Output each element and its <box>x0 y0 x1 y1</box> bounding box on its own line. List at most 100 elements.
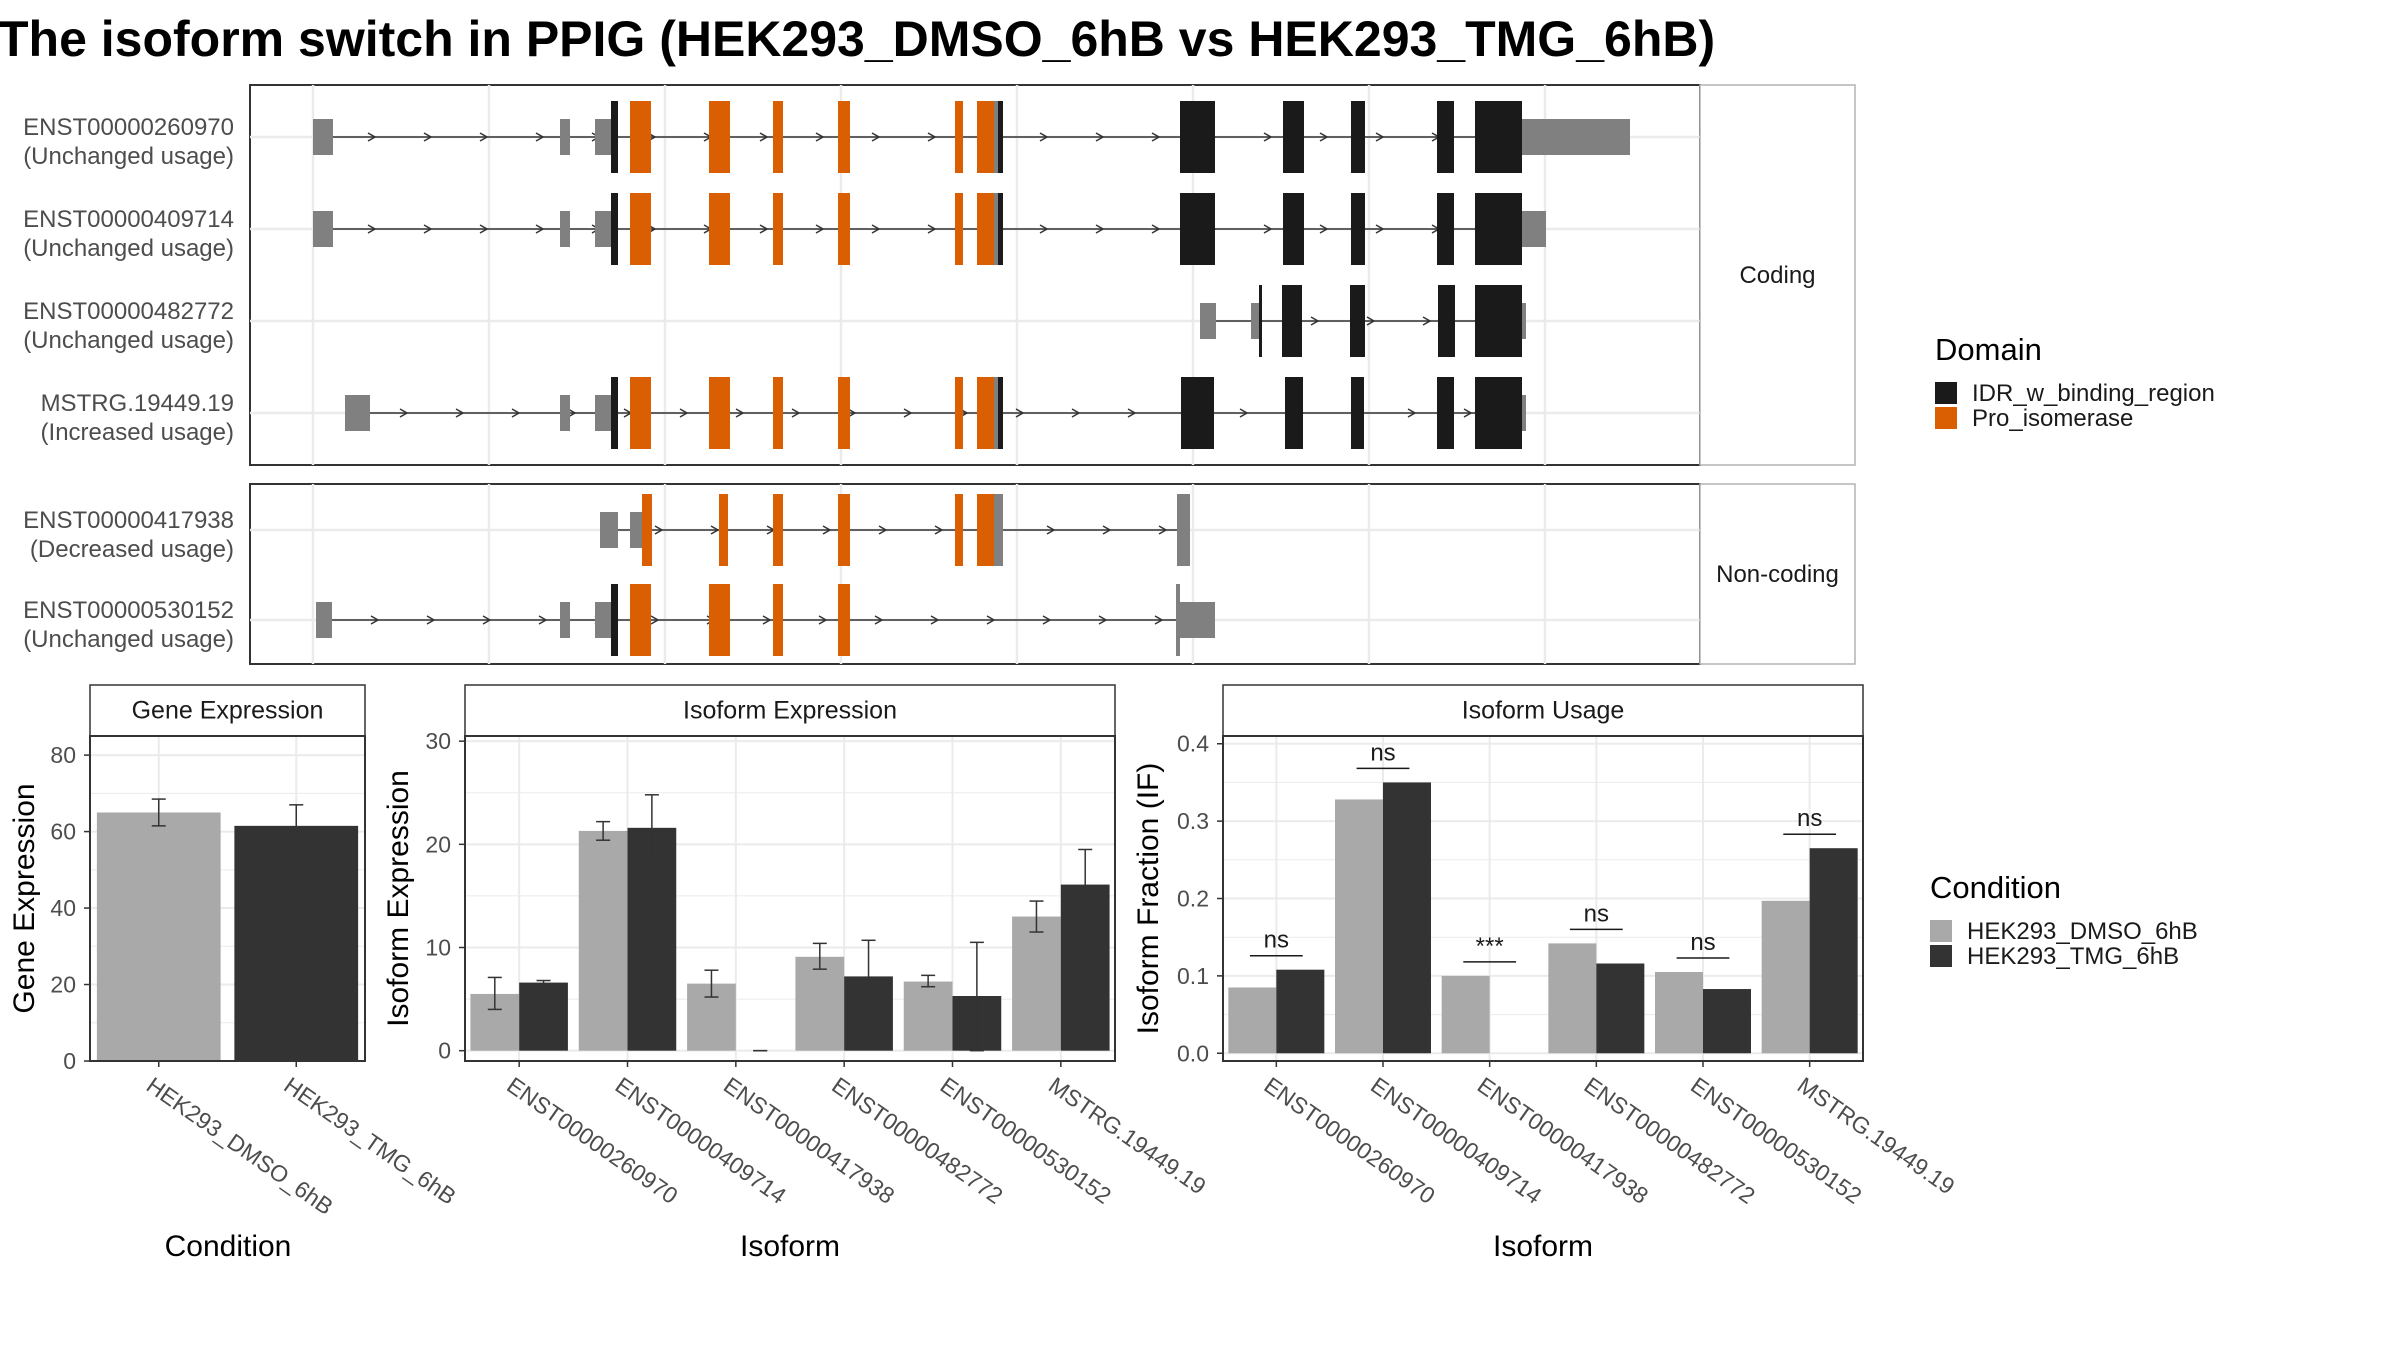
exon <box>977 494 994 566</box>
intron-arrow <box>1039 224 1049 234</box>
y-tick-label: 20 <box>425 831 451 857</box>
exon <box>611 101 618 173</box>
intron-arrow <box>1154 615 1164 625</box>
exon <box>1283 193 1304 265</box>
exon <box>838 584 850 656</box>
exon <box>998 193 1003 265</box>
plot-border <box>1222 735 1864 1062</box>
exon <box>955 101 963 173</box>
bar <box>234 825 359 1061</box>
exon <box>1522 119 1630 155</box>
y-axis-title: Gene Expression <box>8 783 41 1013</box>
exon <box>994 494 1003 566</box>
intron-arrow <box>1463 408 1473 418</box>
exon <box>1350 285 1365 357</box>
intron-arrow <box>367 224 377 234</box>
exon <box>1351 377 1364 449</box>
x-axis-title: Isoform <box>1493 1230 1593 1263</box>
bar <box>1228 987 1277 1054</box>
plot-panel <box>465 736 1115 1061</box>
y-axis-title: Isoform Fraction (IF) <box>1132 763 1165 1035</box>
intron-arrow <box>1319 132 1329 142</box>
y-axis-title: Isoform Expression <box>382 770 415 1027</box>
facet-strip-label: Non-coding <box>1716 561 1839 588</box>
intron-arrow <box>986 615 996 625</box>
intron-arrow <box>1102 525 1112 535</box>
bar <box>795 956 845 1051</box>
transcript-usage-label: (Decreased usage) <box>30 536 234 563</box>
exon <box>604 211 611 247</box>
exon <box>955 494 963 566</box>
exon <box>1285 377 1303 449</box>
bar <box>96 812 221 1061</box>
intron-arrow <box>567 408 577 418</box>
bar <box>903 981 953 1051</box>
intron-arrow <box>815 132 825 142</box>
exon <box>595 602 604 638</box>
intron-arrow <box>535 224 545 234</box>
x-axis-title: Condition <box>165 1230 292 1263</box>
intron-arrow <box>511 408 521 418</box>
intron-arrow <box>1151 132 1161 142</box>
facet-strip-label: Coding <box>1739 262 1815 289</box>
exon <box>611 377 618 449</box>
exon <box>955 193 963 265</box>
intron-arrow <box>1039 132 1049 142</box>
exon <box>611 584 618 656</box>
intron-arrow <box>1158 525 1168 535</box>
bar <box>1809 848 1858 1054</box>
bar <box>1276 969 1325 1054</box>
condition-legend-swatch <box>1930 945 1952 967</box>
exon <box>630 193 651 265</box>
bar <box>1441 975 1490 1054</box>
exon <box>560 211 570 247</box>
y-tick-label: 0.4 <box>1177 731 1209 757</box>
domain-legend-title: Domain <box>1935 332 2042 367</box>
x-axis-title: Isoform <box>740 1230 840 1263</box>
bar <box>578 830 628 1051</box>
exon <box>1351 193 1365 265</box>
exon <box>595 211 604 247</box>
exon <box>1200 303 1216 339</box>
exon <box>977 193 994 265</box>
domain-legend-swatch <box>1935 407 1957 429</box>
exon <box>611 193 618 265</box>
exon <box>773 193 783 265</box>
x-tick-label: ENST00000482772 <box>1579 1072 1759 1209</box>
exon <box>1180 193 1215 265</box>
condition-legend-label: HEK293_TMG_6hB <box>1967 943 2179 970</box>
bar <box>1012 916 1061 1051</box>
exon <box>838 101 850 173</box>
facet-strip <box>1699 483 1856 665</box>
exon <box>560 395 570 431</box>
exon <box>773 494 783 566</box>
exon <box>1283 101 1304 173</box>
bar-charts: Gene Expression020406080HEK293_DMSO_6hBH… <box>8 684 1960 1263</box>
intron-arrow <box>1407 408 1417 418</box>
domain-legend-label: Pro_isomerase <box>1972 405 2133 432</box>
significance-label: ns <box>1584 900 1609 927</box>
exon <box>1522 211 1546 247</box>
exon <box>955 377 963 449</box>
exon <box>595 395 604 431</box>
intron-arrow <box>871 132 881 142</box>
y-tick-label: 0.2 <box>1177 886 1209 912</box>
exon <box>560 602 570 638</box>
exon <box>630 101 651 173</box>
intron-arrow <box>1263 224 1273 234</box>
intron-arrow <box>759 224 769 234</box>
condition-legend-label: HEK293_DMSO_6hB <box>1967 918 2198 945</box>
facet-strip <box>89 684 366 737</box>
intron-arrow <box>903 408 913 418</box>
bar <box>519 982 568 1051</box>
bar <box>1596 963 1645 1054</box>
exon <box>604 602 611 638</box>
y-tick-label: 10 <box>425 935 451 961</box>
exon <box>773 377 783 449</box>
exon <box>1522 303 1526 339</box>
y-tick-label: 0 <box>63 1048 76 1074</box>
domain-legend-swatch <box>1935 382 1957 404</box>
intron-arrow <box>815 224 825 234</box>
intron-arrow <box>1151 224 1161 234</box>
